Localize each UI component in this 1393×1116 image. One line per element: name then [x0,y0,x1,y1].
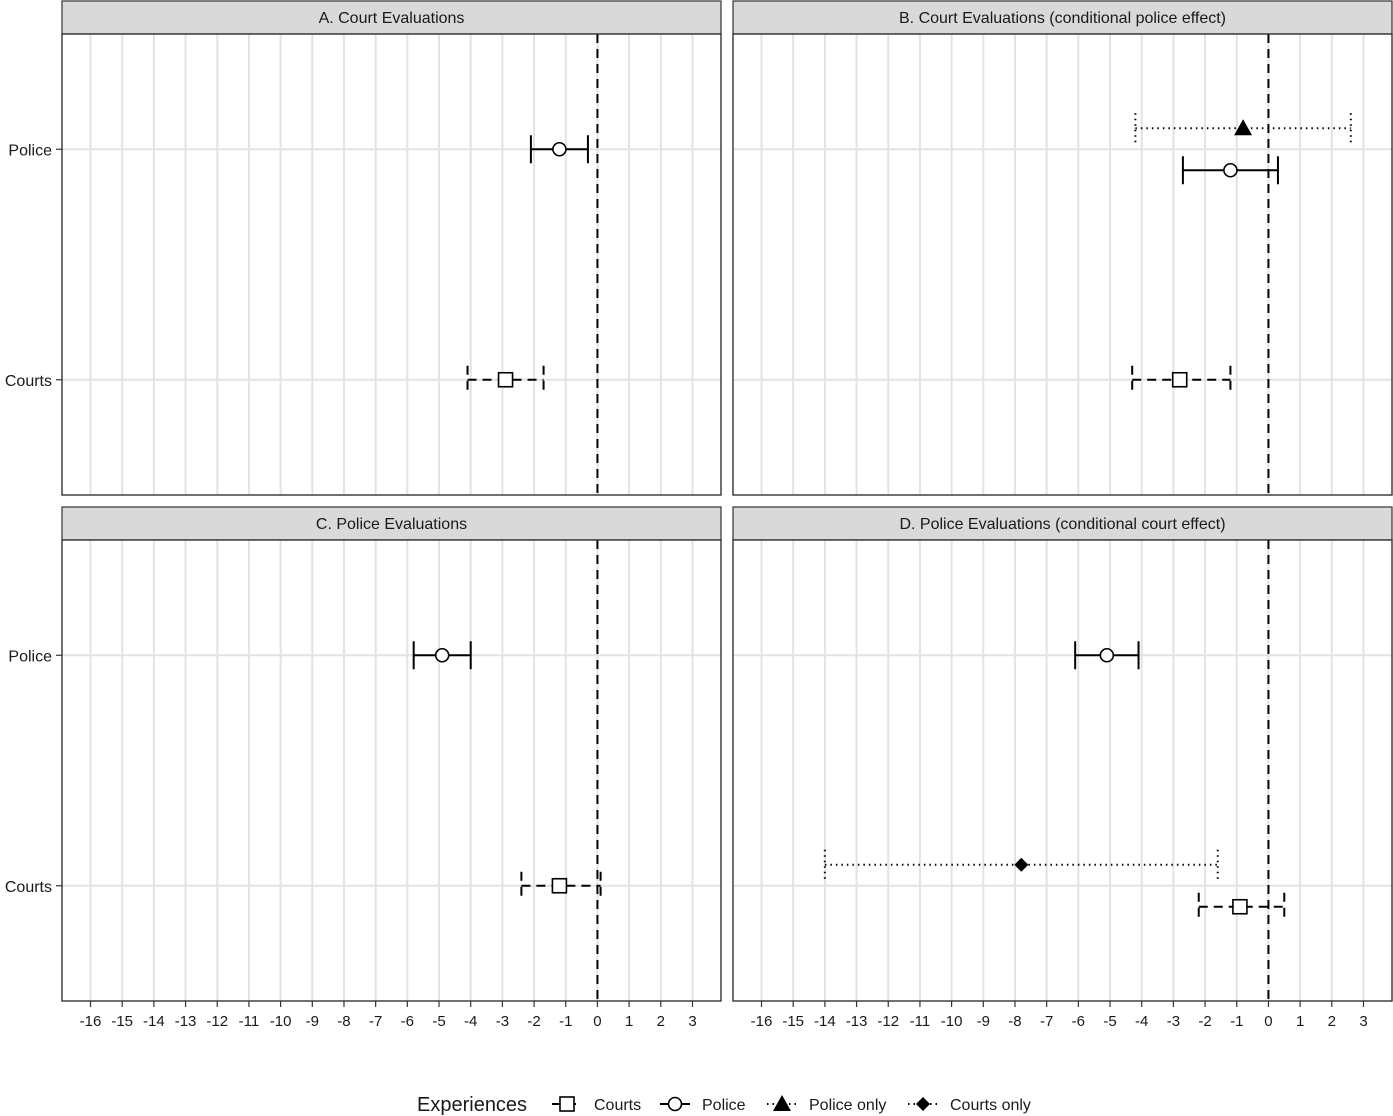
x-tick-label: -14 [143,1013,165,1030]
x-tick-label: -4 [464,1013,477,1030]
x-tick-label: -15 [111,1013,133,1030]
x-tick-label: -10 [270,1013,292,1030]
estimate-courts-only [823,849,1219,880]
x-tick-label: -6 [401,1013,414,1030]
point-estimate [552,141,567,157]
plot-area [733,540,1392,1001]
legend-item-courts: Courts [552,1096,641,1114]
point-estimate [1223,162,1238,178]
x-tick-label: -8 [337,1013,350,1030]
panel-border [61,33,722,496]
legend-marker [773,1095,791,1111]
x-tick-label: -9 [977,1013,990,1030]
x-tick-label: -8 [1008,1013,1021,1030]
y-tick-label: Courts [5,373,52,390]
legend-marker [559,1096,575,1112]
x-tick-label: 3 [688,1013,696,1030]
legend-title: Experiences [417,1094,527,1116]
legend-marker [916,1097,930,1111]
x-tick-label: -13 [175,1013,197,1030]
panel-title: B. Court Evaluations (conditional police… [899,10,1226,27]
panel-title: C. Police Evaluations [316,516,467,533]
x-tick-label: -5 [432,1013,445,1030]
x-tick-label: 3 [1359,1013,1367,1030]
x-tick-label: -7 [369,1013,382,1030]
x-tick-label: -15 [782,1013,804,1030]
y-tick-label: Police [8,648,52,665]
x-tick-label: -11 [910,1013,931,1030]
x-tick-label: -4 [1135,1013,1148,1030]
panel-border [732,33,1393,496]
x-tick-label: 0 [593,1013,601,1030]
x-tick-label: -13 [846,1013,868,1030]
y-tick-label: Police [8,142,52,159]
legend: Experiences Courts Police Police only Courts… [417,1094,1031,1116]
legend-label: Courts only [950,1097,1031,1114]
point-estimate [434,647,450,663]
x-tick-label: -7 [1040,1013,1053,1030]
x-tick-label: 1 [625,1013,633,1030]
plot-area [62,34,721,495]
legend-item-courts-only: Courts only [908,1097,1031,1114]
estimate-police [1181,156,1279,185]
estimate-courts [1197,892,1286,921]
x-tick-label: -6 [1072,1013,1085,1030]
x-tick-label: -16 [80,1013,102,1030]
point-estimate [1014,857,1029,872]
panel-strip [61,0,722,35]
estimate-police [1074,641,1140,670]
panel-strip [732,0,1393,35]
x-tick-label: -5 [1103,1013,1116,1030]
x-tick-label: -16 [751,1013,773,1030]
x-tick-label: 2 [1328,1013,1336,1030]
x-tick-label: -3 [1167,1013,1180,1030]
plot-area [62,540,721,1001]
panel-b: B. Court Evaluations (conditional police… [732,0,1393,496]
estimate-police [412,641,472,670]
x-tick-label: -3 [496,1013,509,1030]
x-tick-label: -1 [1230,1013,1243,1030]
panel-strip [61,506,722,541]
x-tick-label: -2 [527,1013,540,1030]
panel-title: A. Court Evaluations [319,10,465,27]
x-tick-label: -11 [239,1013,260,1030]
x-tick-label: 1 [1296,1013,1304,1030]
y-tick-label: Courts [5,879,52,896]
panel-border [61,539,722,1002]
estimate-courts [520,871,602,900]
x-tick-label: -10 [941,1013,963,1030]
legend-label: Police [702,1097,746,1114]
x-tick-label: 0 [1264,1013,1272,1030]
x-tick-label: -12 [206,1013,228,1030]
estimate-police [529,135,589,164]
x-tick-label: -9 [306,1013,319,1030]
x-tick-label: -2 [1198,1013,1211,1030]
plot-area [733,34,1392,495]
panel-title: D. Police Evaluations (conditional court… [899,516,1225,533]
point-estimate [1232,898,1248,915]
point-estimate [497,371,514,388]
legend-marker [667,1096,683,1112]
x-tick-label: -14 [814,1013,836,1030]
legend-item-police-only: Police only [767,1095,886,1114]
estimate-courts [466,365,545,394]
x-tick-label: -12 [877,1013,899,1030]
panel-d: D. Police Evaluations (conditional court… [732,506,1393,1030]
legend-item-police: Police [660,1096,746,1114]
point-estimate [551,877,568,894]
x-tick-label: 2 [657,1013,665,1030]
point-estimate [1234,119,1253,136]
point-estimate [1099,647,1115,663]
panel-border [732,539,1393,1002]
estimate-police-only [1134,113,1352,144]
estimate-courts [1131,365,1232,394]
x-tick-label: -1 [559,1013,572,1030]
legend-label: Police only [809,1097,886,1114]
panel-a: A. Court Evaluations Police Courts [5,0,722,496]
legend-label: Courts [594,1097,641,1114]
point-estimate [1171,371,1188,388]
